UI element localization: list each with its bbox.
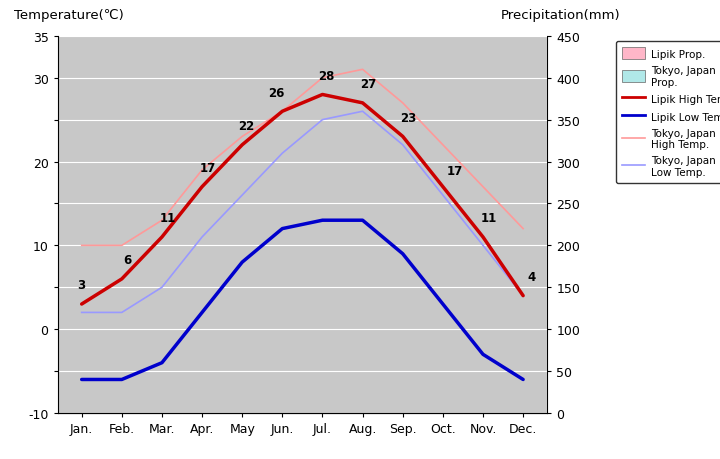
Legend: Lipik Prop., Tokyo, Japan
Prop., Lipik High Temp., Lipik Low Temp., Tokyo, Japan: Lipik Prop., Tokyo, Japan Prop., Lipik H… xyxy=(616,42,720,184)
Text: 17: 17 xyxy=(447,164,463,177)
Bar xyxy=(148,321,162,413)
Bar xyxy=(469,334,483,413)
Text: 28: 28 xyxy=(318,70,335,83)
Bar xyxy=(523,371,537,413)
Bar xyxy=(228,296,242,413)
Text: 27: 27 xyxy=(361,78,377,91)
Bar xyxy=(188,304,202,413)
Text: 3: 3 xyxy=(78,279,86,292)
Bar xyxy=(389,229,402,413)
Text: 23: 23 xyxy=(400,112,417,124)
Bar xyxy=(483,354,497,413)
Bar xyxy=(363,354,377,413)
Text: 17: 17 xyxy=(200,162,216,175)
Bar xyxy=(282,338,297,413)
Bar xyxy=(308,284,323,413)
Bar xyxy=(242,346,256,413)
Bar xyxy=(348,284,363,413)
Bar xyxy=(429,246,443,413)
Bar xyxy=(162,371,176,413)
Text: Temperature(℃): Temperature(℃) xyxy=(14,9,123,22)
Text: 22: 22 xyxy=(238,120,254,133)
Text: 11: 11 xyxy=(481,212,497,225)
Bar xyxy=(443,346,457,413)
Bar xyxy=(402,354,417,413)
Bar xyxy=(323,354,336,413)
Bar xyxy=(81,380,96,413)
Bar xyxy=(68,371,81,413)
Bar xyxy=(202,363,216,413)
Text: 6: 6 xyxy=(124,254,132,267)
Bar xyxy=(108,367,122,413)
Text: 4: 4 xyxy=(527,270,535,284)
Bar xyxy=(269,267,282,413)
Text: Precipitation(mm): Precipitation(mm) xyxy=(501,9,621,22)
Text: 11: 11 xyxy=(160,212,176,225)
Bar xyxy=(509,367,523,413)
Text: 26: 26 xyxy=(268,86,284,100)
Bar xyxy=(122,380,136,413)
